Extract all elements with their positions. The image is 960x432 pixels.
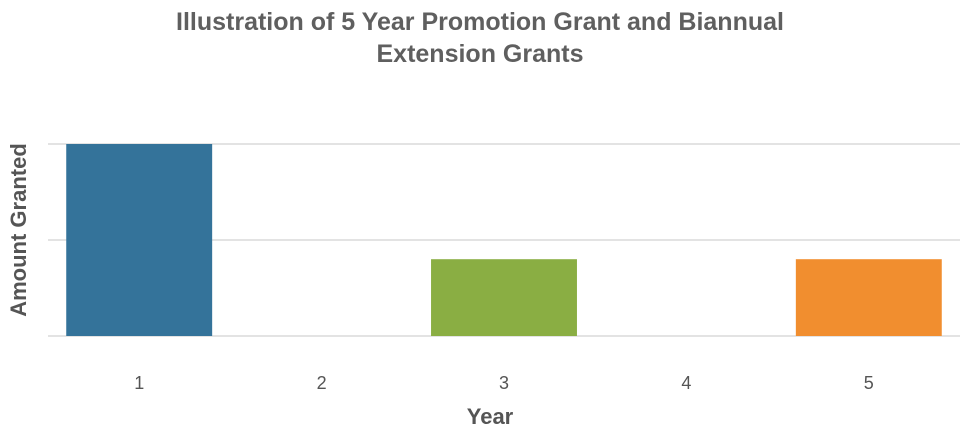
x-axis-label: Year (467, 404, 514, 429)
bar (66, 144, 213, 336)
chart-title: Illustration of 5 Year Promotion Grant a… (176, 8, 784, 68)
x-tick-label: 3 (499, 373, 509, 393)
x-tick-label: 4 (681, 373, 691, 393)
bar (795, 259, 942, 336)
x-tick-label: 5 (864, 373, 874, 393)
x-tick-label: 2 (317, 373, 327, 393)
bar (431, 259, 577, 336)
x-tick-label: 1 (134, 373, 144, 393)
y-axis-label: Amount Granted (6, 143, 31, 317)
